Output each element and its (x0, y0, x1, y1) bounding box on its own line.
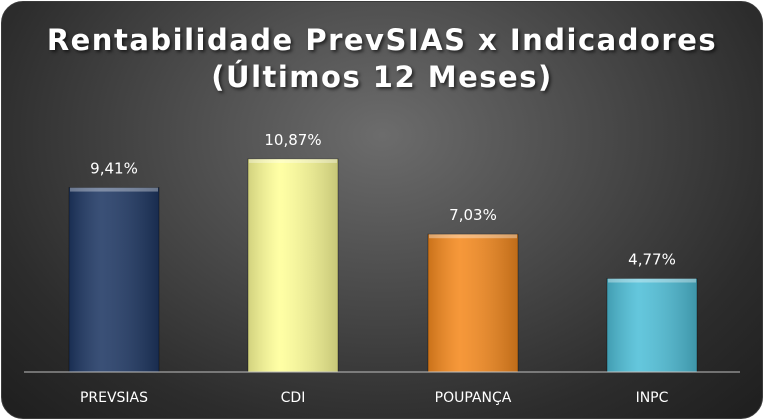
category-label-inpc: INPC (636, 390, 669, 406)
category-label-poupanca: POUPANÇA (435, 390, 512, 406)
bar-bevel-inpc (608, 278, 696, 283)
data-label-prevsias: 9,41% (90, 160, 138, 178)
data-label-inpc: 4,77% (628, 251, 676, 269)
chart-title-block: Rentabilidade PrevSIAS x Indicadores (Úl… (2, 22, 762, 96)
bar-bevel-prevsias (70, 187, 158, 192)
bar-shading-prevsias (69, 187, 159, 372)
bar-shading-cdi (248, 158, 338, 372)
category-label-cdi: CDI (281, 390, 306, 406)
data-label-cdi: 10,87% (264, 131, 321, 149)
chart-title: Rentabilidade PrevSIAS x Indicadores (46, 23, 718, 57)
data-label-poupanca: 7,03% (449, 206, 497, 224)
bar-bevel-cdi (249, 158, 337, 163)
bar-shading-poupanca (428, 234, 518, 372)
chart-subtitle: (Últimos 12 Meses) (211, 60, 553, 94)
bar-shading-inpc (607, 278, 697, 372)
category-label-prevsias: PREVSIAS (80, 390, 148, 406)
bar-bevel-poupanca (429, 234, 517, 239)
